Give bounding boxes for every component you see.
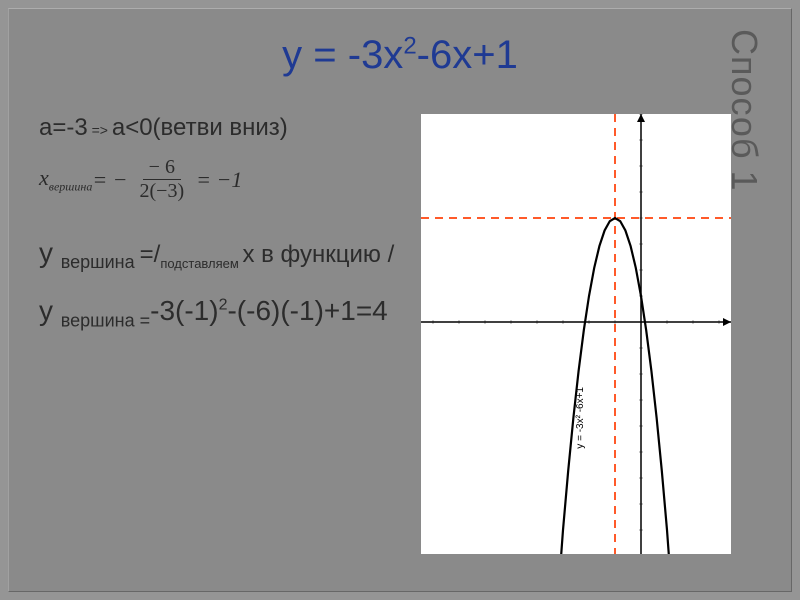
branch-condition: а<0(ветви вниз) xyxy=(112,114,288,141)
y-symbol-2: y xyxy=(39,295,61,326)
equation-title: y = -3x2-6x+1 xyxy=(9,33,791,78)
function-label: y = -3x² -6x+1 xyxy=(575,387,586,449)
graph-svg xyxy=(421,114,731,554)
y-vertex-calc: y вершина =-3(-1)2-(-6)(-1)+1=4 xyxy=(39,293,419,333)
calc-part: -3(-1) xyxy=(150,295,218,326)
formula-var: x xyxy=(39,165,49,190)
rest-text: в функцию / xyxy=(261,241,394,268)
a-value: а=-3 xyxy=(39,114,88,141)
vertex-sub-2: вершина = xyxy=(61,311,150,331)
y-symbol: y xyxy=(39,237,61,268)
formula-eq: = − xyxy=(92,167,127,193)
title-text: y = -3x2-6x+1 xyxy=(282,33,518,77)
implies-arrow: => xyxy=(88,122,112,138)
formula-result: = −1 xyxy=(196,167,242,193)
slide: y = -3x2-6x+1 Способ 1 а=-3 => а<0(ветви… xyxy=(8,8,792,592)
calc-tail: -(-6)(-1)+1=4 xyxy=(227,295,387,326)
y-vertex-text: y вершина =/подставляем х в функцию / xyxy=(39,233,419,275)
formula-lhs: xвершина xyxy=(39,165,92,194)
x-word: х xyxy=(242,241,261,268)
content-block: а=-3 => а<0(ветви вниз) xвершина = − − 6… xyxy=(39,114,419,333)
denominator: 2(−3) xyxy=(134,180,191,203)
eq-slash: =/ xyxy=(140,241,161,268)
parabola-graph: y = -3x² -6x+1 xyxy=(421,114,731,554)
fraction: − 6 2(−3) xyxy=(134,156,191,203)
vertex-sub: вершина xyxy=(61,252,140,272)
coefficient-line: а=-3 => а<0(ветви вниз) xyxy=(39,114,419,142)
numerator: − 6 xyxy=(143,156,181,180)
formula-sub: вершина xyxy=(49,179,93,193)
vertex-x-formula: xвершина = − − 6 2(−3) = −1 xyxy=(39,156,419,203)
substitute-word: подставляем xyxy=(160,256,242,271)
